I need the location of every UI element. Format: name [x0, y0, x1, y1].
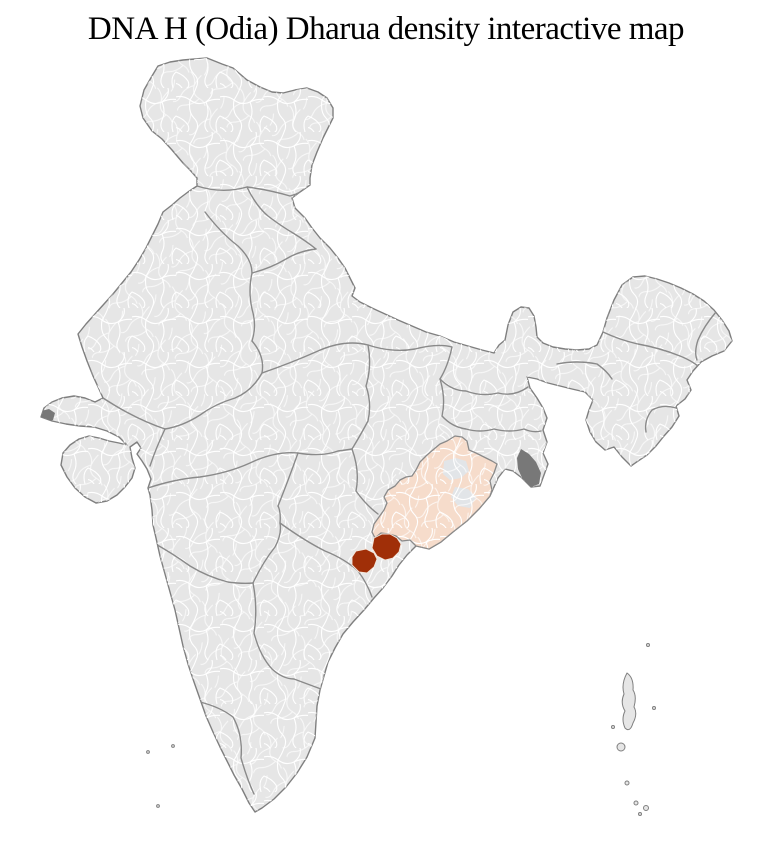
island-dot: [633, 800, 639, 806]
page-title: DNA H (Odia) Dharua density interactive …: [87, 11, 685, 47]
district-texture-overlay: [41, 58, 732, 812]
island-dot: [611, 725, 615, 729]
highlight-district-lower-lobe[interactable]: [351, 548, 378, 574]
island-dot: [156, 804, 160, 808]
odisha-state-border: [371, 435, 498, 550]
andaman-nicobar-islands: [611, 643, 656, 816]
island-dot: [643, 805, 649, 811]
highlight-district[interactable]: [351, 533, 402, 574]
state-borders: [102, 184, 717, 795]
island-dot: [652, 706, 656, 710]
island-dot: [616, 742, 626, 752]
island-dot: [646, 643, 650, 647]
lakshadweep-islands: [146, 744, 175, 808]
andaman-main-island: [621, 672, 637, 731]
island-dot: [624, 780, 630, 786]
island-dot: [171, 744, 175, 748]
island-dot: [638, 812, 642, 816]
island-dot: [146, 750, 150, 754]
dark-region-sundarbans: [517, 449, 541, 487]
highlight-district-upper-lobe[interactable]: [371, 533, 402, 561]
